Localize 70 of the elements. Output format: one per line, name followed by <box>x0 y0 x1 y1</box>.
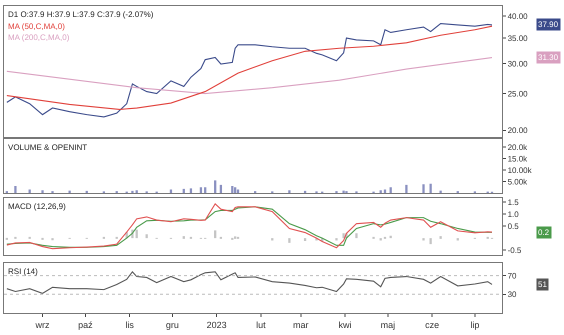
bar <box>430 238 432 244</box>
y-tick-label: 0.5 <box>508 222 520 231</box>
bar <box>236 190 240 193</box>
bar <box>204 187 206 193</box>
bar <box>304 238 306 242</box>
text: RSI (14) <box>8 267 38 276</box>
line-series <box>6 56 493 94</box>
y-tick-label: 30 <box>508 290 518 300</box>
y-tick-label: 1.5 <box>508 198 520 207</box>
x-tick-label: lis <box>125 320 134 330</box>
x-tick-label: lut <box>256 320 266 330</box>
x-tick-label: mar <box>293 320 309 330</box>
bar <box>170 190 172 193</box>
y-tick-label: 20.0k <box>508 142 528 152</box>
bar <box>200 187 202 193</box>
text: MACD (12,26,9) <box>8 202 66 211</box>
bar <box>214 230 216 238</box>
bar <box>440 236 442 239</box>
bar <box>234 236 236 239</box>
y-tick-label: 30.00 <box>508 59 528 68</box>
bar <box>380 190 382 193</box>
y-tick-label: 25.00 <box>508 89 528 98</box>
text: 37.90 <box>538 20 559 29</box>
bar <box>422 184 425 193</box>
y-tick-label: 35.00 <box>508 34 528 43</box>
bar <box>335 238 338 241</box>
bar <box>41 190 44 193</box>
bar <box>234 187 236 193</box>
y-tick-label: 5.00k <box>508 177 528 186</box>
text: 31.30 <box>538 53 559 62</box>
y-tick-label: 10.00k <box>508 166 533 175</box>
text: 0.2 <box>538 228 550 237</box>
text: D1 O:37.9 H:37.9 L:37.9 C:37.9 (-2.07%) <box>8 10 154 19</box>
bar <box>288 190 291 193</box>
bar <box>231 186 234 193</box>
bar <box>384 190 386 193</box>
x-tick-label: cze <box>425 320 440 330</box>
x-tick-label: maj <box>380 320 396 330</box>
bar <box>136 190 138 193</box>
x-tick-label: 2023 <box>206 320 227 330</box>
x-tick-label: kwi <box>338 320 352 330</box>
bar <box>28 190 31 193</box>
text: MA (50,C,MA,0) <box>8 22 66 31</box>
text: 51 <box>538 280 548 289</box>
bar <box>342 233 345 238</box>
bar <box>271 238 274 241</box>
y-tick-label: 1.0 <box>508 210 520 219</box>
bar <box>136 230 138 238</box>
bar <box>390 236 392 238</box>
bar <box>380 238 382 241</box>
text: VOLUME & OPENINT <box>8 143 88 152</box>
x-tick-label: lip <box>470 320 480 330</box>
bar <box>182 188 185 193</box>
x-tick-label: paź <box>78 320 94 330</box>
y-tick-label: 20.00 <box>508 126 528 136</box>
bar <box>288 238 291 243</box>
x-tick-label: gru <box>166 320 179 330</box>
y-tick-label: -0.5 <box>508 246 522 255</box>
y-tick-label: 15.0k <box>508 154 528 164</box>
text: MA (200,C,MA,0) <box>8 33 70 42</box>
bar <box>214 180 216 193</box>
y-tick-label: 40.00 <box>508 12 528 21</box>
bar <box>422 238 425 241</box>
bar <box>182 236 185 239</box>
bar <box>390 187 392 193</box>
y-tick-label: 70 <box>508 271 518 280</box>
x-tick-label: wrz <box>34 320 50 330</box>
bar <box>430 184 432 193</box>
bar <box>146 234 148 238</box>
bar <box>456 238 459 241</box>
